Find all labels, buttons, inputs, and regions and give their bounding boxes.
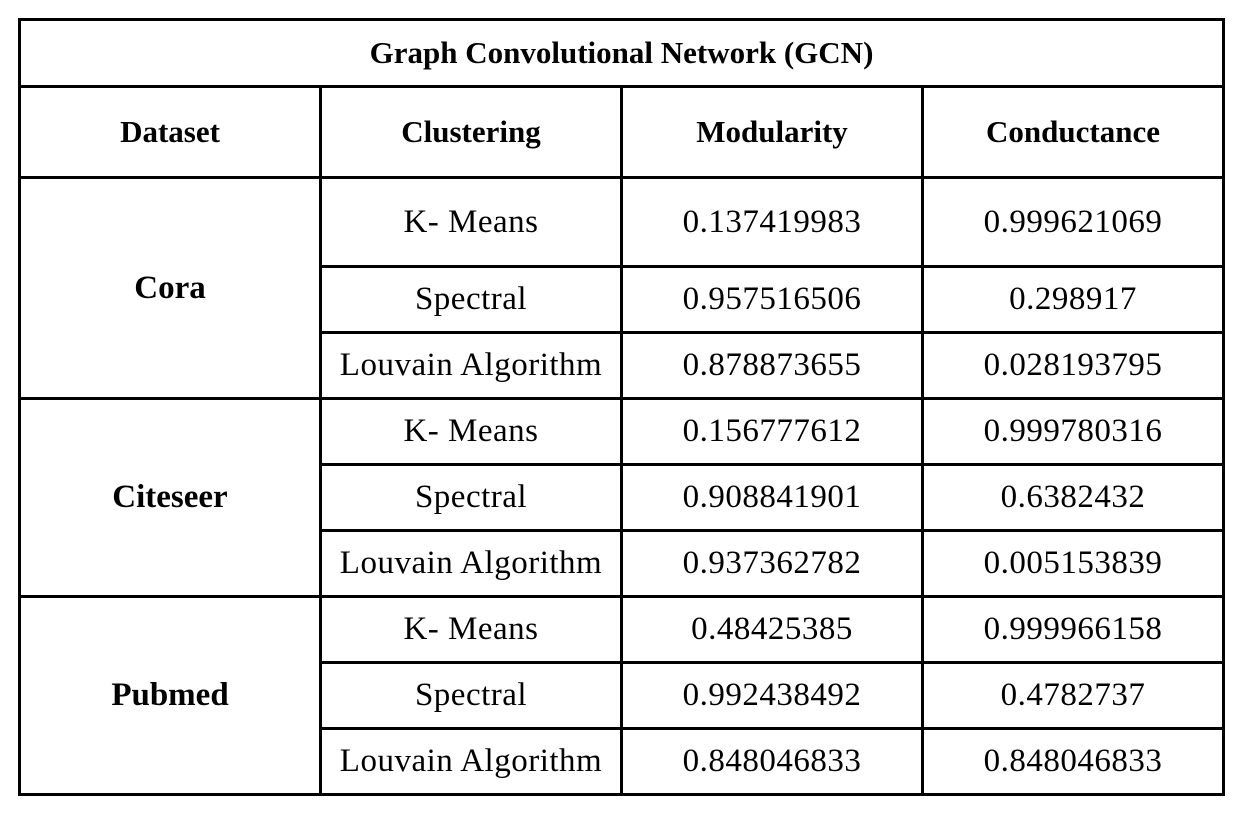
modularity-cell: 0.937362782 bbox=[620, 529, 924, 598]
clustering-cell: K- Means bbox=[319, 397, 623, 466]
conductance-cell: 0.028193795 bbox=[920, 331, 1226, 400]
header-dataset: Dataset bbox=[18, 85, 322, 179]
clustering-cell: K- Means bbox=[319, 595, 623, 664]
modularity-cell: 0.992438492 bbox=[620, 661, 924, 730]
clustering-cell: Louvain Algorithm bbox=[319, 529, 623, 598]
table-header-row: Dataset Clustering Modularity Conductanc… bbox=[18, 85, 1226, 179]
clustering-cell: Spectral bbox=[319, 661, 623, 730]
conductance-cell: 0.005153839 bbox=[920, 529, 1226, 598]
modularity-cell: 0.137419983 bbox=[620, 176, 924, 268]
header-clustering: Clustering bbox=[319, 85, 623, 179]
clustering-cell: Spectral bbox=[319, 463, 623, 532]
table-row: Citeseer K- Means 0.156777612 0.99978031… bbox=[18, 397, 1226, 598]
conductance-cell: 0.999780316 bbox=[920, 397, 1226, 466]
conductance-cell: 0.999621069 bbox=[920, 176, 1226, 268]
modularity-cell: 0.48425385 bbox=[620, 595, 924, 664]
clustering-cell: K- Means bbox=[319, 176, 623, 268]
table-row: Spectral 0.992438492 0.4782737 bbox=[20, 661, 1226, 730]
modularity-cell: 0.957516506 bbox=[620, 265, 924, 334]
table-row: Louvain Algorithm 0.878873655 0.02819379… bbox=[20, 331, 1226, 400]
dataset-cell-pubmed: Pubmed bbox=[18, 595, 322, 796]
table-row: Louvain Algorithm 0.848046833 0.84804683… bbox=[20, 727, 1226, 796]
header-modularity: Modularity bbox=[620, 85, 924, 179]
table-title: Graph Convolutional Network (GCN) bbox=[17, 18, 1226, 88]
dataset-cell-cora: Cora bbox=[18, 176, 322, 400]
table-row: Louvain Algorithm 0.937362782 0.00515383… bbox=[20, 529, 1226, 598]
conductance-cell: 0.298917 bbox=[920, 265, 1226, 334]
table-title-row: Graph Convolutional Network (GCN) bbox=[17, 18, 1226, 88]
clustering-cell: Spectral bbox=[319, 265, 623, 334]
clustering-cell: Louvain Algorithm bbox=[319, 727, 623, 796]
modularity-cell: 0.878873655 bbox=[620, 331, 924, 400]
conductance-cell: 0.848046833 bbox=[920, 727, 1226, 796]
header-conductance: Conductance bbox=[920, 85, 1226, 179]
table-row: Pubmed K- Means 0.48425385 0.999966158 bbox=[18, 595, 1226, 796]
clustering-cell: Louvain Algorithm bbox=[319, 331, 623, 400]
table-row: Spectral 0.908841901 0.6382432 bbox=[20, 463, 1226, 532]
table-row: Cora K- Means 0.137419983 0.999621069 bbox=[18, 176, 1226, 400]
table-row: Spectral 0.957516506 0.298917 bbox=[20, 265, 1226, 334]
results-table: Graph Convolutional Network (GCN) Datase… bbox=[17, 18, 1226, 796]
conductance-cell: 0.4782737 bbox=[920, 661, 1226, 730]
modularity-cell: 0.156777612 bbox=[620, 397, 924, 466]
modularity-cell: 0.848046833 bbox=[620, 727, 924, 796]
conductance-cell: 0.999966158 bbox=[920, 595, 1226, 664]
modularity-cell: 0.908841901 bbox=[620, 463, 924, 532]
conductance-cell: 0.6382432 bbox=[920, 463, 1226, 532]
dataset-cell-citeseer: Citeseer bbox=[18, 397, 322, 598]
